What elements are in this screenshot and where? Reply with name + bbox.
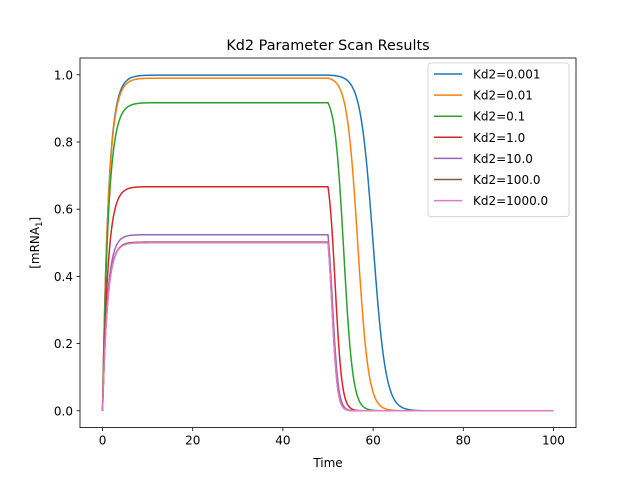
x-tick-label: 100	[542, 434, 565, 448]
legend-label: Kd2=0.01	[473, 89, 533, 103]
y-tick-label: 0.8	[54, 136, 73, 150]
legend-label: Kd2=0.1	[473, 110, 525, 124]
x-tick-label: 40	[275, 434, 290, 448]
legend-label: Kd2=10.0	[473, 152, 533, 166]
y-tick-label: 0.2	[54, 337, 73, 351]
y-axis-label-main: [mRNA	[28, 226, 42, 269]
y-tick-label: 1.0	[54, 68, 73, 82]
y-tick-label: 0.0	[54, 404, 73, 418]
x-axis-label: Time	[312, 456, 342, 470]
y-axis-label: [mRNA1]	[28, 217, 45, 269]
legend-label: Kd2=100.0	[473, 173, 541, 187]
y-axis-label-subscript: 1	[35, 221, 45, 226]
x-tick-label: 60	[365, 434, 380, 448]
axes-frame	[79, 57, 577, 429]
x-tick-label: 80	[456, 434, 471, 448]
legend-label: Kd2=1000.0	[473, 194, 548, 208]
x-tick-label: 20	[185, 434, 200, 448]
y-axis-label-close: ]	[28, 217, 42, 222]
x-axis-ticks: 0 20 40 60 80 100	[99, 427, 565, 448]
legend-box	[427, 62, 570, 218]
y-axis-ticks: 0.0 0.2 0.4 0.6 0.8 1.0	[54, 68, 80, 418]
legend: Kd2=0.001 Kd2=0.01 Kd2=0.1 Kd2=1.0 Kd2=10.0 K…	[427, 62, 570, 218]
legend-label: Kd2=0.001	[473, 68, 541, 82]
series-lines	[101, 74, 554, 412]
y-tick-label: 0.4	[54, 270, 73, 284]
chart-title: Kd2 Parameter Scan Results	[226, 38, 429, 54]
legend-label: Kd2=1.0	[473, 131, 525, 145]
series-line-6	[101, 242, 554, 412]
y-tick-label: 0.6	[54, 203, 73, 217]
x-tick-label: 0	[99, 434, 107, 448]
